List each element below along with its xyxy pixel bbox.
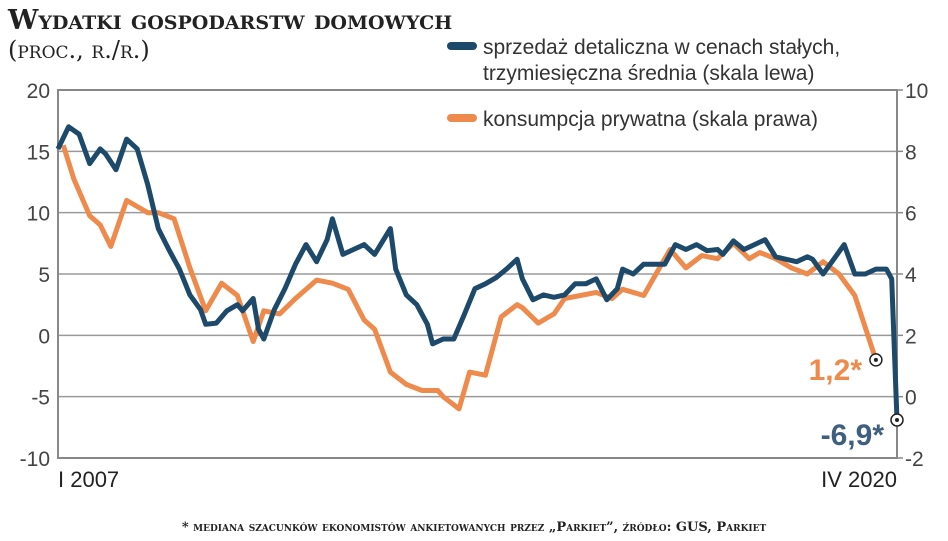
chart-subtitle: (proc., r./r.) bbox=[8, 36, 150, 64]
gridlines bbox=[58, 150, 897, 398]
y-right-tick-label: 6 bbox=[905, 203, 917, 226]
y-right-tick-label: -2 bbox=[905, 448, 924, 471]
y-right-tick-label: 10 bbox=[905, 80, 928, 103]
end-label-consumption: 1,2* bbox=[809, 354, 863, 387]
chart-title: Wydatki gospodarstw domowych bbox=[7, 5, 452, 36]
x-tick-label-start: I 2007 bbox=[58, 467, 119, 492]
legend: sprzedaż detaliczna w cenach stałych, tr… bbox=[447, 36, 840, 131]
y-axis-right: -2 0 2 4 6 8 10 bbox=[897, 80, 928, 471]
legend-label-consumption: konsumpcja prywatna (skala prawa) bbox=[483, 108, 818, 131]
y-left-tick-label: 10 bbox=[27, 203, 50, 226]
y-left-tick-label: 0 bbox=[38, 325, 50, 348]
y-right-tick-label: 4 bbox=[905, 264, 917, 287]
legend-label-retail-sales-1: sprzedaż detaliczna w cenach stałych, bbox=[483, 36, 840, 59]
y-left-tick-label: -10 bbox=[20, 448, 50, 471]
y-left-tick-label: -5 bbox=[31, 387, 50, 410]
y-right-tick-label: 8 bbox=[905, 141, 917, 164]
end-point-dot bbox=[873, 357, 878, 362]
footnote: * mediana szacunków ekonomistów ankietow… bbox=[182, 520, 767, 535]
y-right-tick-label: 0 bbox=[905, 387, 917, 410]
y-left-tick-label: 5 bbox=[38, 264, 50, 287]
legend-label-retail-sales-2: trzymiesięczna średnia (skala lewa) bbox=[483, 62, 814, 85]
y-axis-left: -10 -5 0 5 10 15 20 bbox=[20, 80, 50, 471]
y-right-tick-label: 2 bbox=[905, 325, 917, 348]
y-left-tick-label: 20 bbox=[27, 80, 50, 103]
end-label-retail-sales: -6,9* bbox=[821, 419, 885, 452]
end-point-dot bbox=[895, 417, 899, 422]
x-tick-label-end: IV 2020 bbox=[821, 467, 897, 492]
y-left-tick-label: 15 bbox=[27, 141, 50, 164]
series-line-retail-sales bbox=[55, 124, 900, 421]
